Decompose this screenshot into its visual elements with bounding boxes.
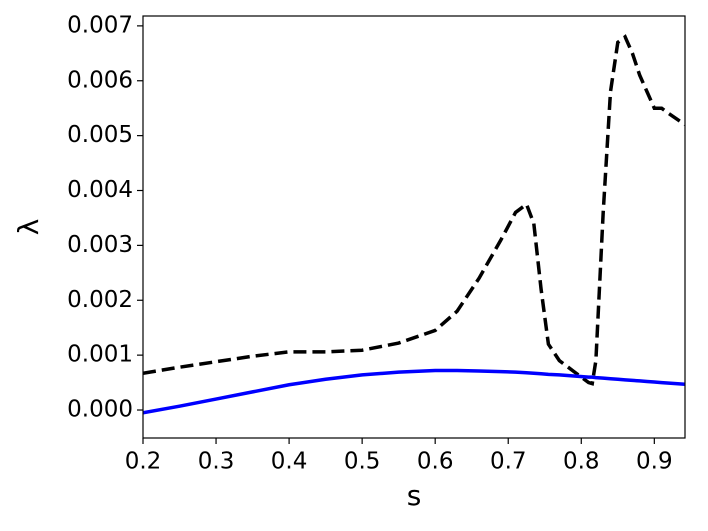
x-tick-label: 0.2 [125, 449, 162, 475]
x-axis-label: s [407, 479, 422, 512]
y-axis-label: λ [12, 219, 45, 236]
y-tick-label: 0.004 [67, 177, 133, 203]
x-tick-label: 0.7 [490, 449, 527, 475]
y-tick-label: 0.003 [67, 232, 133, 258]
y-tick-label: 0.002 [67, 287, 133, 313]
series-line [143, 34, 685, 386]
plot-frame [142, 15, 686, 439]
y-tick-label: 0.007 [67, 12, 133, 38]
y-tick-label: 0.006 [67, 67, 133, 93]
x-tick-label: 0.5 [344, 449, 381, 475]
x-tick-label: 0.4 [271, 449, 308, 475]
x-tick-label: 0.6 [417, 449, 454, 475]
x-tick-label: 0.3 [198, 449, 235, 475]
series-line [143, 368, 685, 415]
y-tick-label: 0.000 [67, 397, 133, 423]
y-tick-label: 0.001 [67, 342, 133, 368]
x-tick-label: 0.9 [636, 449, 673, 475]
y-tick-label: 0.005 [67, 122, 133, 148]
x-tick-label: 0.8 [563, 449, 600, 475]
